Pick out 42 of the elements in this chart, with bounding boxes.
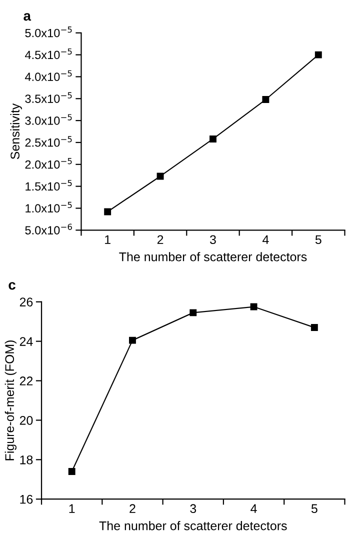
y-tick-label: 20 [20,416,33,425]
y-tick-label: 16 [20,494,33,504]
point [190,309,197,316]
y-axis-title: Sensitivity [10,103,22,160]
y-tick-label: 2.5x10$^{−5}$ [25,136,72,147]
y-axis-title: Figure-of-merit (FOM) [4,340,16,460]
x-tick-label: 4 [250,504,257,513]
x-tick-label: 3 [190,504,196,514]
y-tick-label: 3.5x10$^{−5}$ [25,92,72,103]
y-tick-label: 4.5x10$^{−5}$ [24,48,72,60]
y-tick-label: 24 [20,337,33,346]
point [310,324,318,331]
point [104,208,112,216]
x-axis-title: The number of scatterer detectors [119,252,307,262]
y-tick-label: 3.0x10$^{−5}$ [25,114,72,125]
point [156,172,164,180]
y-tick-label: 5.0x10$^{−5}$ [25,26,72,38]
y-tick-label: 1.0x10$^{−5}$ [26,202,72,213]
x-tick-label: 2 [157,235,164,244]
chart-title: c [8,282,16,290]
point [314,51,322,58]
x-tick-label: 1 [105,235,110,244]
x-tick-label: 3 [210,235,216,244]
y-tick-label: 1.5x10$^{−5}$ [26,180,72,191]
x-tick-label: 5 [315,235,322,244]
chart-title: a [24,13,32,21]
y-tick-label: 22 [20,376,33,386]
y-tick-label: 4.0x10$^{−5}$ [24,70,72,82]
y-tick-label: 5.0x10$^{−6}$ [25,224,72,234]
y-tick-label: 2.0x10$^{−5}$ [25,158,72,169]
y-tick-label: 26 [20,298,33,306]
point [129,336,136,344]
point [68,468,76,475]
x-axis-title: The number of scatterer detectors [99,521,287,530]
x-tick-label: 1 [69,504,75,513]
x-tick-label: 4 [262,235,269,244]
x-tick-label: 5 [311,504,318,514]
y-tick-label: 18 [20,455,33,464]
point [250,303,258,310]
point [210,135,216,142]
point [262,96,270,103]
x-tick-label: 2 [130,504,136,513]
